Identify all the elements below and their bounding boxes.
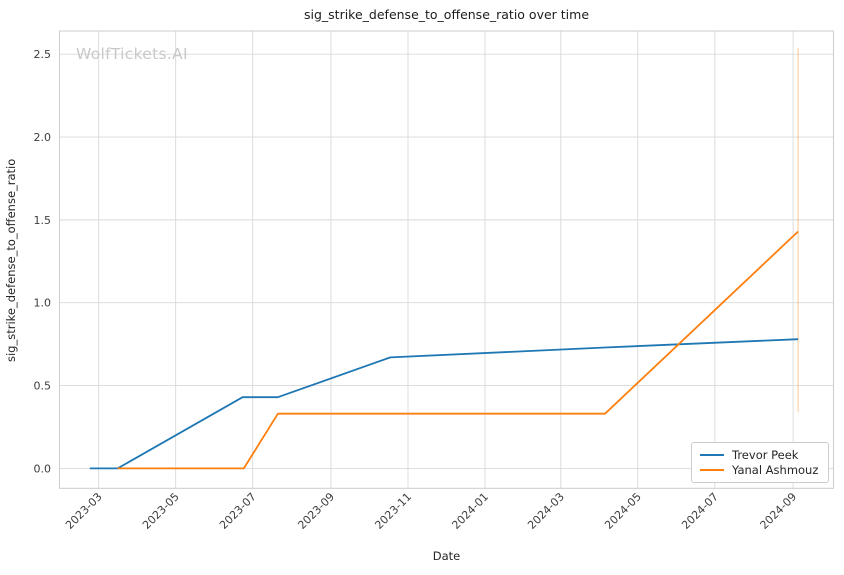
y-tick-label: 1.5 (34, 214, 52, 227)
x-tick-label: 2023-09 (295, 490, 337, 532)
y-tick-labels: 0.0 0.5 1.0 1.5 2.0 2.5 (34, 48, 52, 475)
x-tick-label: 2024-07 (679, 490, 721, 532)
chart-title: sig_strike_defense_to_offense_ratio over… (303, 7, 590, 22)
x-tick-label: 2023-11 (372, 490, 414, 532)
y-tick-label: 0.0 (34, 462, 52, 475)
y-tick-label: 2.0 (34, 131, 52, 144)
x-tick-label: 2024-03 (525, 490, 567, 532)
series-line-yanal-ashmouz (117, 230, 799, 470)
x-tick-label: 2023-03 (63, 490, 105, 532)
y-axis-label: sig_strike_defense_to_offense_ratio (4, 158, 18, 362)
gridlines (59, 31, 834, 489)
axes-spines (59, 30, 834, 489)
legend-label: Yanal Ashmouz (732, 463, 819, 478)
legend-item-yanal-ashmouz: Yanal Ashmouz (700, 463, 820, 477)
legend-item-trevor-peek: Trevor Peek (700, 448, 820, 462)
x-tick-label: 2024-05 (602, 490, 644, 532)
axes-border (59, 30, 834, 489)
y-tick-label: 2.5 (34, 48, 52, 61)
legend-swatch-yanal-ashmouz (700, 469, 724, 472)
x-tick-label: 2023-05 (140, 490, 182, 532)
y-tick-label: 1.0 (34, 297, 52, 310)
legend: Trevor Peek Yanal Ashmouz (691, 442, 829, 483)
series-lines (89, 230, 799, 470)
watermark: WolfTickets.AI (76, 45, 188, 63)
x-tick-label: 2024-09 (758, 490, 800, 532)
x-tick-labels: 2023-03 2023-05 2023-07 2023-09 2023-11 2024-… (63, 490, 799, 532)
x-axis-label: Date (432, 549, 461, 563)
legend-swatch-trevor-peek (700, 453, 724, 456)
x-tick-label: 2023-07 (217, 490, 259, 532)
x-tick-label: 2024-01 (449, 490, 491, 532)
legend-label: Trevor Peek (732, 447, 799, 462)
y-tick-label: 0.5 (34, 380, 52, 393)
